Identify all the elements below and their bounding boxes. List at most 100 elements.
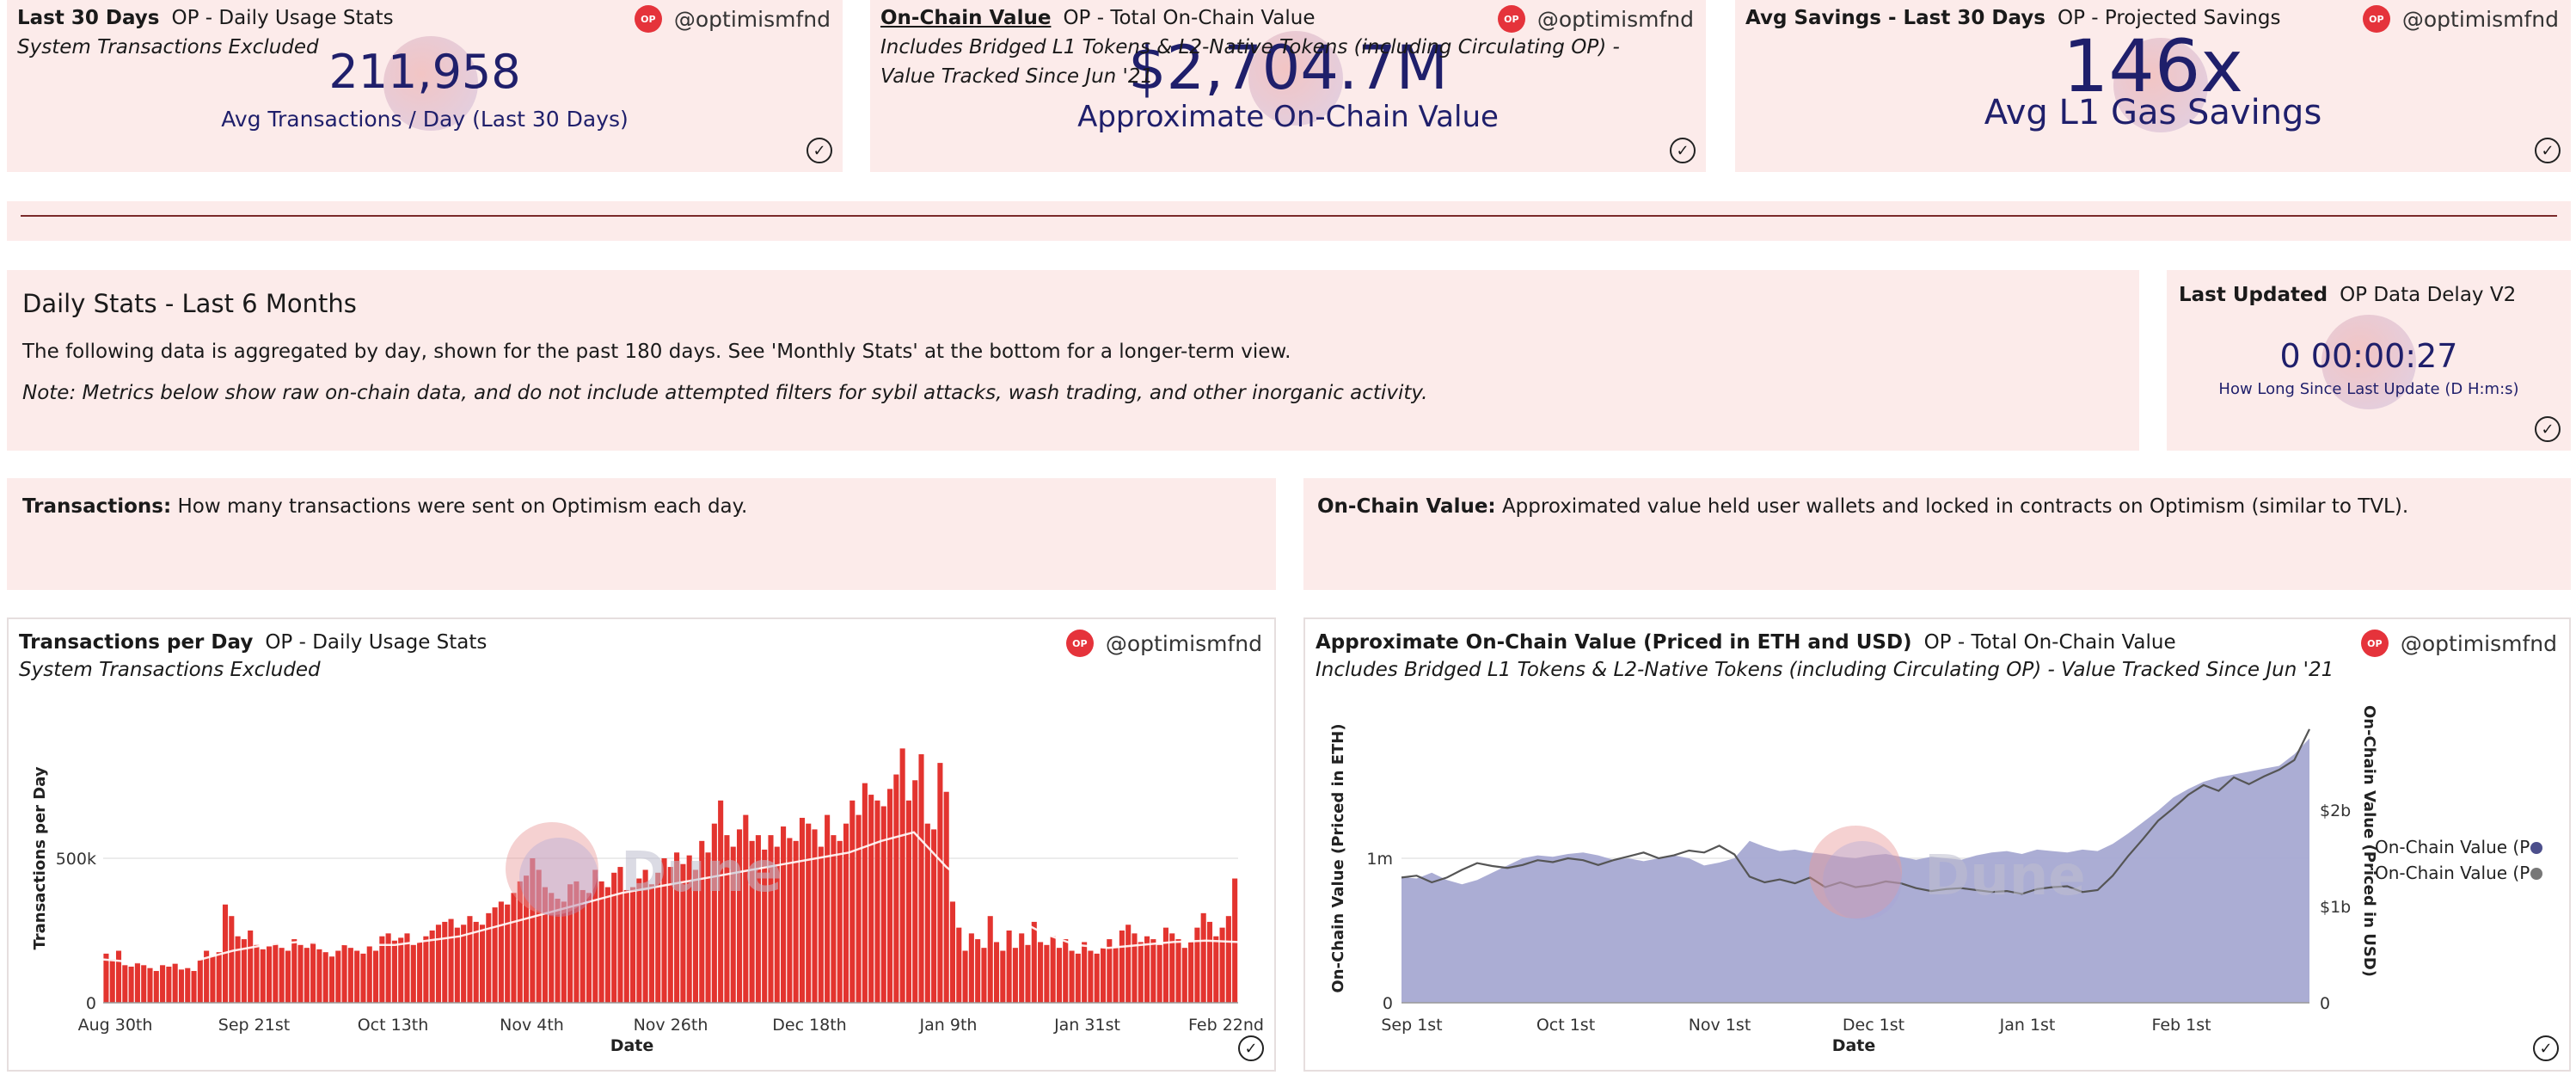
y-tick-label: 1m xyxy=(1366,850,1393,869)
check-icon[interactable]: ✓ xyxy=(2535,416,2561,442)
y-tick-label: 500k xyxy=(56,850,96,869)
onchain-note: On-Chain Value: Approximated value held … xyxy=(1317,495,2408,518)
bar xyxy=(172,963,178,1003)
bar xyxy=(423,936,429,1003)
bar xyxy=(197,959,203,1003)
owner-handle: @optimismfnd xyxy=(1105,630,1262,656)
op-logo-icon: OP xyxy=(634,5,662,33)
bar xyxy=(379,936,385,1003)
onchain-note-card: On-Chain Value: Approximated value held … xyxy=(1303,478,2571,590)
bar xyxy=(987,916,993,1003)
owner-link[interactable]: OP @optimismfnd xyxy=(2360,630,2557,657)
bar xyxy=(454,927,460,1003)
x-tick-label: Jan 31st xyxy=(1053,1016,1120,1035)
bar xyxy=(586,893,592,1003)
bar xyxy=(479,924,486,1003)
check-icon[interactable]: ✓ xyxy=(807,138,832,163)
counter-label: Avg L1 Gas Savings xyxy=(1984,93,2322,132)
bar xyxy=(711,823,717,1003)
owner-handle: @optimismfnd xyxy=(2400,630,2557,656)
counter-title[interactable]: Last Updated xyxy=(2179,284,2328,306)
x-tick-label: Dec 1st xyxy=(1843,1016,1904,1035)
bar xyxy=(768,835,774,1003)
counter-query[interactable]: OP - Total On-Chain Value xyxy=(1063,7,1316,29)
counter-title[interactable]: Avg Savings - Last 30 Days xyxy=(1745,7,2045,29)
x-tick-label: Nov 4th xyxy=(500,1016,564,1035)
counter-header: Last 30 Days OP - Daily Usage Stats xyxy=(17,7,394,29)
legend-label: On-Chain Value (P xyxy=(2375,837,2530,857)
bar xyxy=(598,881,604,1003)
op-logo-icon: OP xyxy=(1065,630,1094,657)
transactions-chart-card: Transactions per Day OP - Daily Usage Sta… xyxy=(7,617,1276,1072)
bar xyxy=(629,887,636,1003)
x-tick-label: Aug 30th xyxy=(78,1016,153,1035)
owner-link[interactable]: OP @optimismfnd xyxy=(2362,5,2559,33)
legend-swatch xyxy=(2530,868,2542,880)
onchain-value-area-chart: 0 1m 0 $1b $2b Sep 1st Oct 1st Nov 1st Dec 1st Ja… xyxy=(1329,705,2542,1055)
counter-query[interactable]: OP - Projected Savings xyxy=(2057,7,2281,29)
check-icon[interactable]: ✓ xyxy=(2533,1035,2559,1061)
bar xyxy=(204,950,210,1003)
x-tick-label: Jan 9th xyxy=(919,1016,978,1035)
area-series-eth xyxy=(1401,738,2309,1003)
bar xyxy=(354,950,360,1003)
counter-query[interactable]: OP Data Delay V2 xyxy=(2340,284,2517,306)
bar xyxy=(279,948,285,1003)
bar xyxy=(749,840,755,1003)
x-tick-label: Feb 1st xyxy=(2151,1016,2211,1035)
bar xyxy=(1025,944,1031,1003)
owner-link[interactable]: OP @optimismfnd xyxy=(1497,5,1694,33)
bar xyxy=(1200,912,1206,1003)
bar xyxy=(304,948,310,1003)
bar xyxy=(856,814,862,1003)
check-icon[interactable]: ✓ xyxy=(1670,138,1696,163)
bar xyxy=(1107,939,1113,1003)
bar xyxy=(530,858,536,1003)
op-logo-icon: OP xyxy=(2360,630,2389,657)
counter-label: Approximate On-Chain Value xyxy=(1077,100,1499,134)
bar xyxy=(160,965,166,1003)
bar xyxy=(178,969,185,1003)
bar xyxy=(1188,942,1194,1003)
chart-query[interactable]: OP - Daily Usage Stats xyxy=(265,631,488,654)
bar xyxy=(1038,942,1044,1003)
bar xyxy=(372,950,379,1003)
counter-title[interactable]: On-Chain Value xyxy=(880,7,1052,29)
check-icon[interactable]: ✓ xyxy=(1238,1035,1264,1061)
bar xyxy=(297,944,304,1003)
bar xyxy=(235,936,241,1003)
y2-tick-label: $2b xyxy=(2320,802,2351,820)
bar xyxy=(718,800,724,1003)
check-icon[interactable]: ✓ xyxy=(2535,138,2561,163)
counter-title[interactable]: Last 30 Days xyxy=(17,7,160,29)
dune-watermark-text: Dune xyxy=(1924,845,2086,908)
bar xyxy=(812,829,818,1003)
bar xyxy=(486,912,492,1003)
bar xyxy=(1088,950,1094,1003)
counter-subtitle: System Transactions Excluded xyxy=(17,36,319,58)
bar xyxy=(210,956,216,1003)
dune-watermark-icon xyxy=(519,838,598,917)
bar xyxy=(1144,936,1150,1003)
x-tick-label: Sep 1st xyxy=(1381,1016,1442,1035)
chart-header: Transactions per Day OP - Daily Usage Sta… xyxy=(19,631,487,654)
bar xyxy=(216,952,222,1003)
bar xyxy=(787,838,793,1003)
op-logo-icon: OP xyxy=(1497,5,1525,33)
owner-link[interactable]: OP @optimismfnd xyxy=(1065,630,1262,657)
bar xyxy=(661,858,667,1003)
bar xyxy=(1219,927,1225,1003)
owner-link[interactable]: OP @optimismfnd xyxy=(634,5,831,33)
bar xyxy=(774,846,780,1003)
bar xyxy=(141,965,147,1003)
chart-title[interactable]: Transactions per Day xyxy=(19,631,254,654)
chart-query[interactable]: OP - Total On-Chain Value xyxy=(1923,631,2176,654)
bar xyxy=(366,946,372,1003)
x-tick-label: Nov 1st xyxy=(1689,1016,1751,1035)
chart-title[interactable]: Approximate On-Chain Value (Priced in ET… xyxy=(1316,631,1912,654)
bar xyxy=(398,937,404,1003)
bar xyxy=(943,791,949,1003)
counter-query[interactable]: OP - Daily Usage Stats xyxy=(171,7,394,29)
y-tick-label: 0 xyxy=(86,994,96,1013)
bar xyxy=(328,956,335,1003)
